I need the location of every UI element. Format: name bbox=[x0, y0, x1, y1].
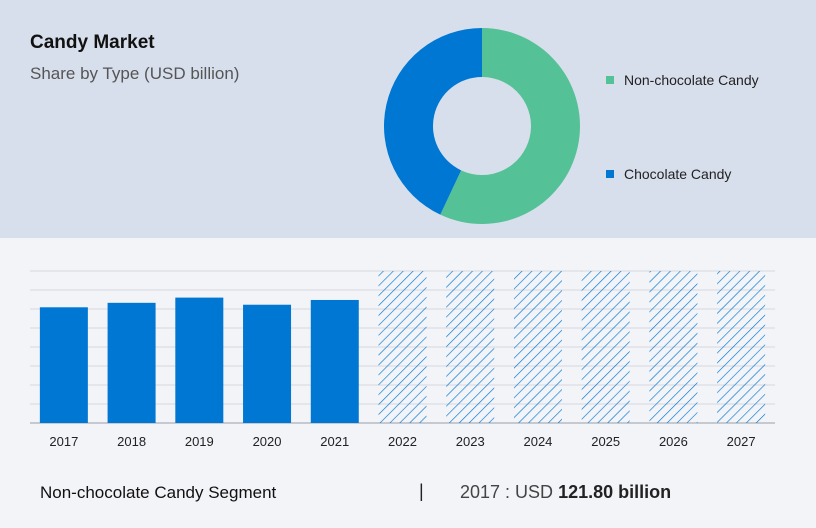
bar-2020 bbox=[243, 304, 292, 423]
legend-item-non-chocolate: Non-chocolate Candy bbox=[606, 72, 759, 88]
x-tick-label-2024: 2024 bbox=[523, 434, 552, 449]
forecast-bar-2023 bbox=[446, 271, 495, 423]
footer-separator: | bbox=[419, 481, 424, 501]
x-tick-label-2020: 2020 bbox=[253, 434, 282, 449]
legend-swatch-non-chocolate bbox=[606, 76, 614, 84]
bar-2018 bbox=[107, 302, 156, 423]
x-tick-label-2027: 2027 bbox=[727, 434, 756, 449]
forecast-bar-2024 bbox=[513, 271, 562, 423]
footer-segment-label: Non-chocolate Candy Segment bbox=[40, 483, 277, 502]
bar-chart: 2017 2018 2019 2020 2021 2022 2023 2024 2025 2026… bbox=[30, 270, 775, 449]
x-tick-label-2026: 2026 bbox=[659, 434, 688, 449]
chart-subtitle: Share by Type (USD billion) bbox=[30, 64, 240, 83]
footer-value-prefix: 2017 : USD bbox=[460, 482, 554, 502]
forecast-bar-2027 bbox=[717, 271, 766, 423]
x-tick-label-2019: 2019 bbox=[185, 434, 214, 449]
legend-label-chocolate: Chocolate Candy bbox=[624, 166, 732, 182]
x-tick-label-2018: 2018 bbox=[117, 434, 146, 449]
donut-slice-non-chocolate bbox=[440, 28, 580, 224]
forecast-bar-2026 bbox=[649, 271, 698, 423]
donut-chart bbox=[384, 28, 580, 224]
legend-label-non-chocolate: Non-chocolate Candy bbox=[624, 72, 759, 88]
chart-title: Candy Market bbox=[30, 32, 155, 53]
legend-item-chocolate: Chocolate Candy bbox=[606, 166, 731, 182]
x-tick-label-2021: 2021 bbox=[320, 434, 349, 449]
donut-slice-chocolate bbox=[384, 28, 482, 215]
x-tick-label-2017: 2017 bbox=[49, 434, 78, 449]
legend-swatch-chocolate bbox=[606, 170, 614, 178]
footer-value: 2017 : USD 121.80 billion bbox=[460, 482, 671, 503]
x-tick-label-2025: 2025 bbox=[591, 434, 620, 449]
bar-2021 bbox=[310, 299, 359, 423]
x-tick-label-2023: 2023 bbox=[456, 434, 485, 449]
forecast-bar-2022 bbox=[378, 271, 427, 423]
bar-2017 bbox=[39, 307, 88, 423]
bar-2019 bbox=[175, 297, 224, 423]
x-tick-label-2022: 2022 bbox=[388, 434, 417, 449]
forecast-bar-2025 bbox=[581, 271, 630, 423]
footer-value-amount: 121.80 billion bbox=[558, 482, 672, 502]
